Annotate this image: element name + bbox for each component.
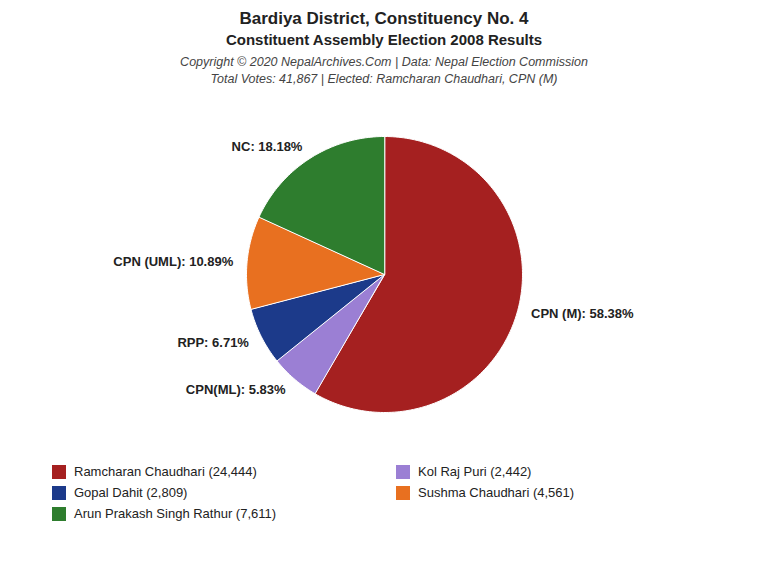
html-text:Bardiya District, Constituency: Bardiya District, Constituency No. 4 (239, 9, 529, 28)
svg-text:CPN (M): 58.38%: CPN (M): 58.38% (531, 306, 634, 321)
html-text:Gopal Dahit (2,809): Gopal Dahit (2,809) (74, 485, 188, 500)
html-text:Total Votes: 41,867 | Elected:: Total Votes: 41,867 | Elected: Ramcharan… (210, 72, 558, 86)
html-text:Kol Raj Puri (2,442): Kol Raj Puri (2,442) (418, 464, 532, 479)
svg-text:CPN (UML): 10.89%: CPN (UML): 10.89% (113, 254, 233, 269)
html-text:Copyright © 2020 NepalArchives: Copyright © 2020 NepalArchives.Com | Dat… (180, 55, 588, 69)
svg-text:RPP: 6.71%: RPP: 6.71% (177, 335, 249, 350)
html-text:Ramcharan Chaudhari (24,444): Ramcharan Chaudhari (24,444) (74, 464, 257, 479)
html-text:Arun Prakash Singh Rathur (7,6: Arun Prakash Singh Rathur (7,611) (74, 506, 277, 521)
svg-text:CPN(ML): 5.83%: CPN(ML): 5.83% (186, 382, 286, 397)
svg-text:NC: 18.18%: NC: 18.18% (232, 139, 303, 154)
html-text:Constituent Assembly Election: Constituent Assembly Election 2008 Resul… (225, 31, 543, 48)
html-text:Sushma Chaudhari (4,561): Sushma Chaudhari (4,561) (418, 485, 575, 500)
